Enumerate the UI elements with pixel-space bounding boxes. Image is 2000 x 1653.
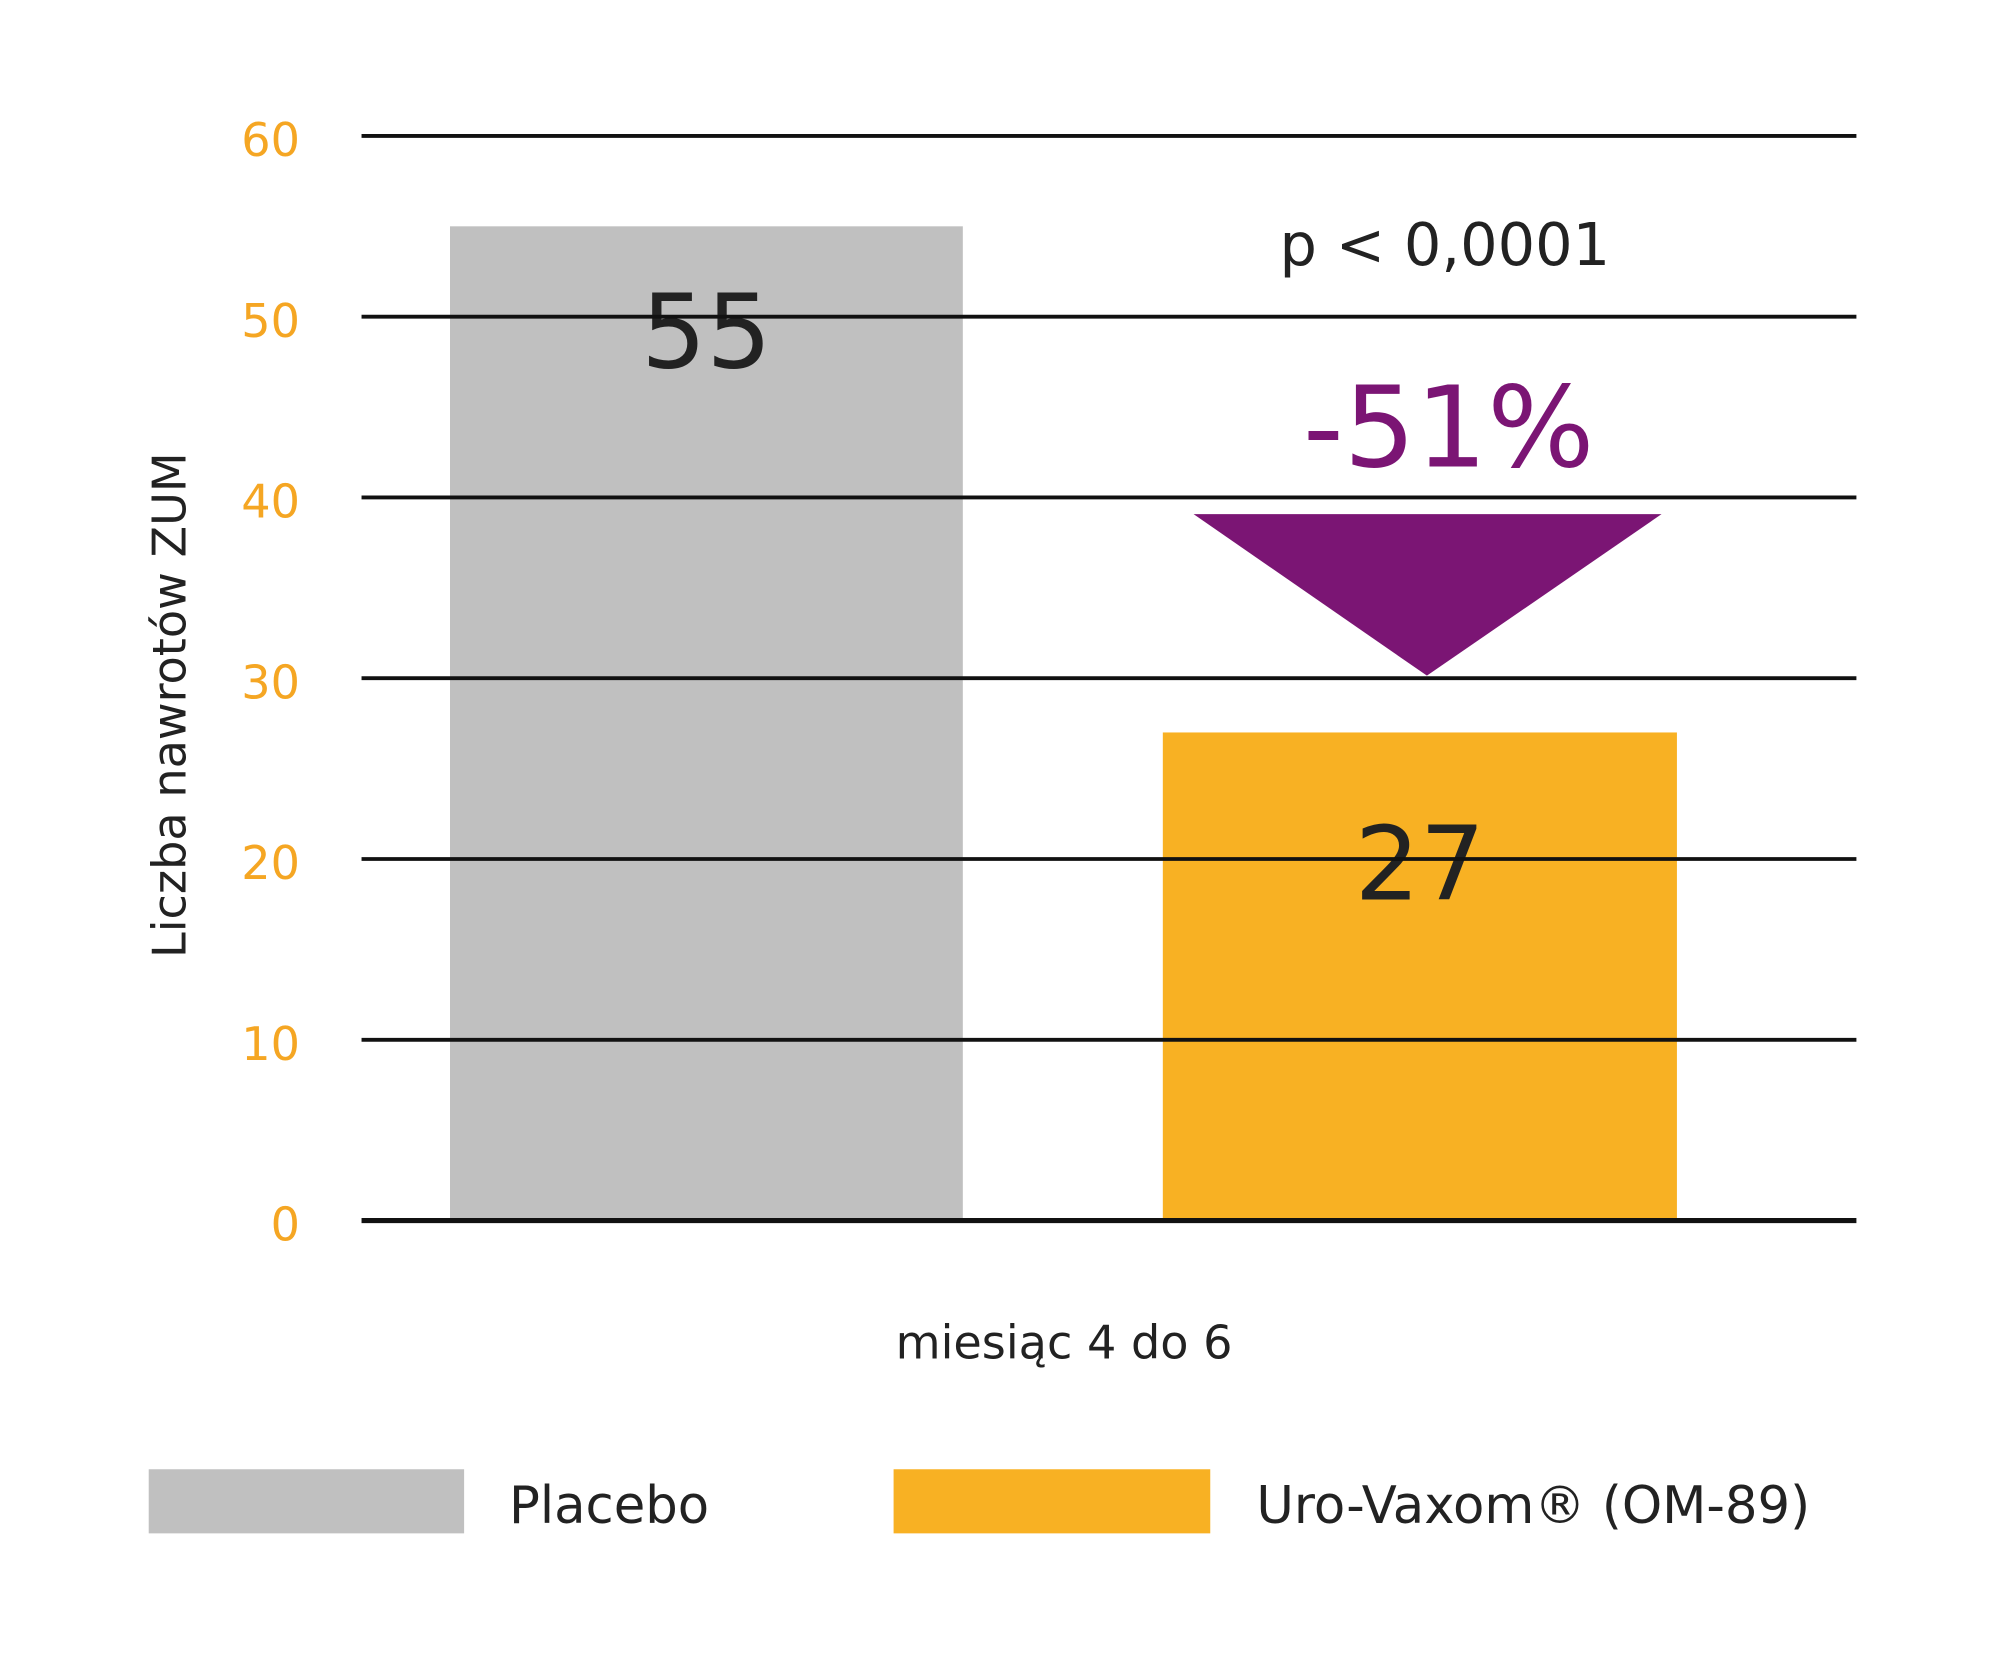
legend-label: Uro-Vaxom® (OM-89) xyxy=(1256,1476,1810,1536)
bar xyxy=(450,226,963,1221)
value-label: 27 xyxy=(1355,806,1486,925)
y-tick-label: 60 xyxy=(241,113,300,167)
y-tick-label: 0 xyxy=(271,1198,300,1252)
reduction-arrow xyxy=(1193,514,1662,676)
y-tick-label: 40 xyxy=(241,475,300,529)
y-tick-label: 10 xyxy=(241,1017,300,1071)
legend-swatch xyxy=(893,1469,1211,1534)
y-tick-label: 20 xyxy=(241,836,300,890)
value-label: 55 xyxy=(641,273,772,392)
y-axis-label: Liczba nawrotów ZUM xyxy=(143,452,197,958)
p-value: p < 0,0001 xyxy=(1280,210,1611,279)
bar xyxy=(1162,732,1677,1221)
legend-swatch xyxy=(148,1469,465,1534)
y-tick-label: 30 xyxy=(241,655,300,709)
legend-label: Placebo xyxy=(509,1476,709,1536)
y-tick-label: 50 xyxy=(241,294,300,348)
reduction-label: -51% xyxy=(1303,362,1594,494)
x-axis-label: miesiąc 4 do 6 xyxy=(896,1316,1233,1370)
